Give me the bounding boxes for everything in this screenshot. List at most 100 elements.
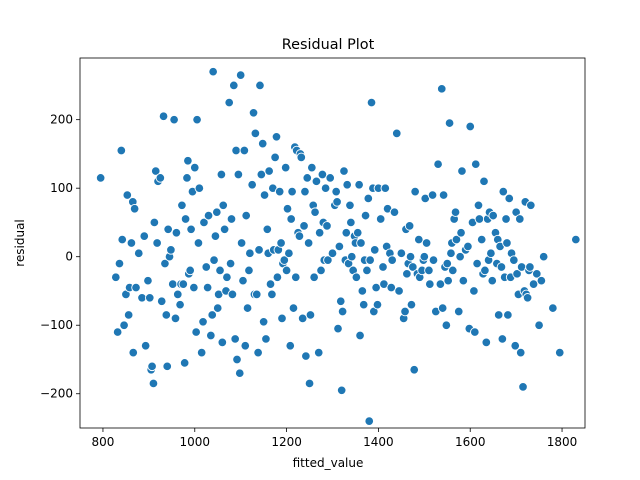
scatter-point — [334, 241, 345, 252]
scatter-point — [525, 262, 535, 272]
scatter-point — [286, 214, 296, 224]
scatter-point — [336, 296, 346, 306]
scatter-point — [473, 200, 484, 211]
scatter-point — [186, 224, 196, 235]
scatter-point — [425, 279, 435, 289]
scatter-point — [277, 313, 287, 324]
scatter-point — [251, 289, 262, 300]
chart-title: Residual Plot — [282, 37, 375, 53]
scatter-point — [424, 265, 434, 276]
scatter-point — [175, 299, 185, 310]
scatter-point — [255, 80, 265, 91]
scatter-point — [163, 224, 173, 235]
scatter-point — [202, 282, 213, 293]
scatter-point — [166, 245, 176, 255]
scatter-point — [300, 186, 310, 197]
scatter-point — [173, 289, 183, 300]
scatter-point — [254, 245, 264, 255]
scatter-point — [402, 269, 412, 279]
scatter-point — [487, 275, 498, 286]
scatter-point — [488, 210, 498, 221]
x-axis-label: fitted_value — [293, 456, 364, 470]
scatter-point — [219, 224, 230, 235]
scatter-point — [356, 238, 366, 248]
scatter-point — [257, 138, 268, 149]
scatter-point — [196, 347, 207, 358]
scatter-point — [291, 272, 301, 283]
scatter-point — [358, 299, 369, 310]
scatter-point — [207, 310, 217, 320]
scatter-point — [498, 186, 509, 197]
scatter-point — [247, 180, 257, 190]
scatter-point — [160, 258, 170, 269]
scatter-point — [222, 272, 232, 283]
scatter-point — [380, 183, 391, 193]
scatter-point — [408, 262, 418, 272]
scatter-point — [217, 337, 228, 348]
scatter-point — [410, 186, 420, 197]
scatter-point — [303, 238, 314, 248]
scatter-point — [469, 286, 479, 296]
scatter-point — [158, 111, 169, 121]
x-tick-label: 1000 — [179, 435, 210, 449]
scatter-point — [212, 207, 222, 217]
scatter-point — [497, 334, 508, 344]
scatter-point — [454, 306, 464, 317]
scatter-point — [119, 320, 129, 330]
scatter-point — [274, 186, 285, 197]
scatter-point — [305, 310, 316, 320]
scatter-point — [148, 378, 159, 389]
scatter-point — [199, 217, 209, 228]
scatter-point — [307, 162, 317, 173]
scatter-point — [95, 173, 106, 183]
scatter-point — [317, 169, 328, 180]
scatter-point — [294, 231, 305, 241]
scatter-point — [406, 299, 417, 310]
scatter-point — [528, 279, 539, 289]
scatter-point — [156, 296, 167, 306]
scatter-point — [208, 66, 218, 77]
scatter-point — [297, 313, 308, 324]
scatter-point — [465, 121, 475, 132]
scatter-point — [123, 310, 134, 320]
scatter-point — [201, 262, 211, 272]
scatter-point — [224, 97, 234, 108]
scatter-point — [169, 114, 179, 125]
scatter-point — [320, 183, 331, 193]
y-tick-label: 200 — [50, 113, 73, 127]
scatter-point — [342, 180, 352, 190]
scatter-point — [177, 200, 187, 211]
scatter-point — [270, 152, 280, 163]
scatter-point — [372, 299, 383, 310]
scatter-point — [256, 169, 267, 180]
scatter-point — [212, 303, 223, 313]
scatter-point — [150, 166, 161, 176]
scatter-point — [450, 207, 461, 217]
scatter-point — [209, 255, 219, 265]
y-tick-label: 0 — [65, 250, 73, 264]
y-axis-ticks: −200 −100 0 100 200 — [40, 113, 80, 401]
scatter-point — [131, 282, 141, 293]
scatter-point — [463, 241, 473, 252]
scatter-point — [226, 214, 237, 224]
scatter-point — [360, 210, 371, 221]
scatter-point — [479, 176, 489, 187]
scatter-point — [448, 265, 458, 276]
scatter-point — [456, 227, 466, 238]
scatter-point — [182, 173, 192, 183]
scatter-point — [194, 183, 205, 193]
scatter-point — [122, 190, 133, 200]
scatter-point — [238, 275, 248, 286]
scatter-point — [515, 347, 526, 358]
scatter-point — [331, 186, 341, 197]
scatter-point — [311, 176, 322, 187]
scatter-point — [435, 279, 446, 289]
scatter-point — [446, 248, 456, 259]
scatter-point — [414, 234, 424, 245]
scatter-point — [455, 251, 465, 262]
scatter-point — [227, 289, 238, 300]
x-tick-label: 800 — [92, 435, 115, 449]
scatter-point — [161, 310, 172, 320]
scatter-point — [444, 118, 455, 128]
